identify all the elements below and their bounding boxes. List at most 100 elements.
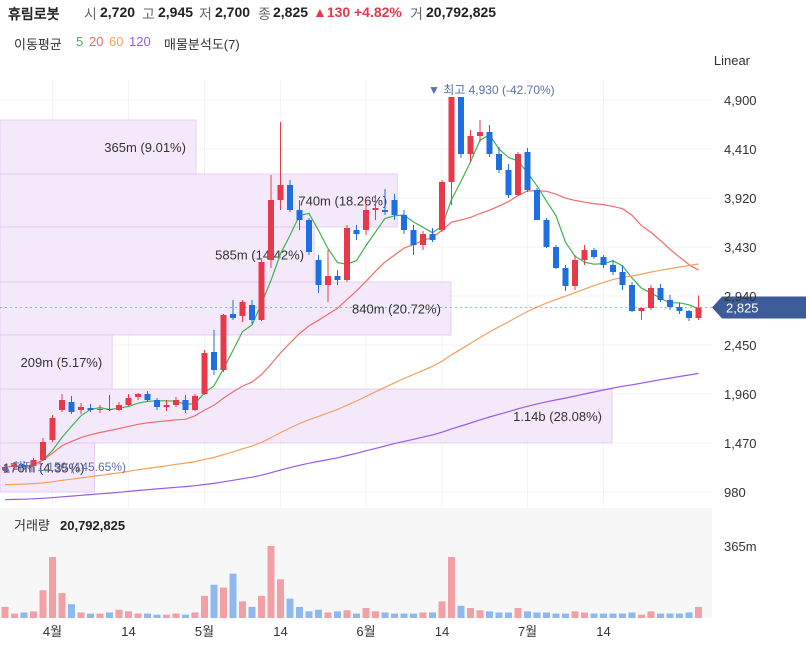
- volume-bar: [305, 611, 313, 618]
- volume-bar: [296, 606, 303, 618]
- volume-bar: [248, 606, 256, 618]
- current-price-value: 2,825: [726, 301, 759, 316]
- candle-body: [676, 307, 683, 311]
- candle-body: [287, 185, 293, 210]
- candle-body: [258, 262, 265, 320]
- candle-body: [401, 215, 407, 230]
- volume-profile-bar: [0, 173, 398, 228]
- volume-bar: [514, 608, 522, 618]
- candle-body: [315, 260, 322, 285]
- volume-panel-value: 20,792,825: [60, 518, 125, 533]
- volume-profile-label[interactable]: 매물분석도(7): [164, 37, 240, 52]
- volume-bar: [1, 606, 9, 618]
- volume-bar: [590, 613, 598, 618]
- low-value: 2,700: [215, 4, 251, 20]
- volume-bar: [96, 613, 104, 618]
- volume-bar: [210, 584, 218, 618]
- ma-label[interactable]: 이동평균: [14, 37, 62, 52]
- volume-bar: [647, 611, 655, 618]
- volume-bar: [467, 608, 474, 618]
- volume-panel-bg: [0, 508, 712, 618]
- volume-bar: [391, 613, 398, 618]
- volume-bar: [619, 613, 626, 618]
- x-tick-label: 14: [121, 624, 135, 639]
- candle-body: [135, 394, 141, 397]
- volume-bar: [476, 610, 484, 618]
- candle-body: [239, 302, 246, 316]
- scale-mode-button[interactable]: Linear: [713, 53, 750, 68]
- high-annotation: ▼ 최고 4,930 (-42.70%): [428, 83, 555, 97]
- candle-body: [21, 465, 27, 467]
- volume-profile-label: 585m (14.42%): [215, 248, 304, 263]
- candle-body: [163, 405, 170, 407]
- x-tick-label: 14: [273, 624, 287, 639]
- volume-bar: [419, 612, 427, 618]
- candle-body: [496, 154, 502, 170]
- volume-profile-label: 365m (9.01%): [104, 140, 186, 155]
- volume-bar: [381, 612, 389, 618]
- volume-bar: [372, 611, 379, 618]
- candle-body: [344, 228, 350, 280]
- ma5-line: [4, 133, 699, 468]
- candle-body: [325, 276, 331, 285]
- ma120-label[interactable]: 120: [129, 34, 151, 49]
- candle-body: [87, 408, 94, 410]
- volume-profile-label: 740m (18.26%): [298, 194, 387, 209]
- volume-bar: [695, 606, 702, 618]
- ma20-label[interactable]: 20: [89, 34, 104, 49]
- volume-bar: [267, 546, 275, 618]
- volume-profile-bar: [0, 226, 315, 283]
- x-tick-label: 6월: [356, 624, 375, 639]
- volume-panel-label: 거래량: [14, 518, 50, 533]
- volume-bar: [324, 612, 332, 618]
- candle-body: [49, 418, 56, 440]
- volume-bar: [533, 612, 541, 618]
- candle-body: [657, 288, 664, 300]
- x-tick-label: 14: [596, 624, 610, 639]
- volume-bar: [581, 612, 588, 618]
- volume-bar: [77, 612, 85, 618]
- candle-body: [467, 136, 474, 154]
- candle-body: [439, 182, 445, 230]
- volume-bar: [125, 611, 132, 618]
- volume-bar: [353, 613, 360, 618]
- ma60-label[interactable]: 60: [109, 34, 124, 49]
- volume-bar: [343, 610, 351, 618]
- candle-body: [420, 234, 426, 245]
- volume-profile-label: 209m (5.17%): [21, 355, 103, 370]
- candle-body: [562, 268, 569, 286]
- volume-bar: [486, 611, 493, 618]
- candle-body: [363, 210, 369, 230]
- candle-body: [686, 311, 692, 318]
- volume-bar: [657, 613, 664, 618]
- volume-profile-bar: [0, 388, 613, 444]
- candle-body: [296, 210, 303, 220]
- volume-profile-label: 840m (20.72%): [352, 302, 441, 317]
- close-value: 2,825: [273, 4, 309, 20]
- volume-bar: [524, 611, 531, 618]
- candle-body: [524, 152, 531, 190]
- candle-body: [477, 132, 483, 136]
- volume-bar: [11, 613, 18, 618]
- candle-body: [211, 352, 217, 370]
- ma5-label[interactable]: 5: [76, 34, 84, 49]
- volume-profile-bar: [0, 334, 113, 390]
- candle-body: [268, 200, 274, 260]
- change-value: ▲130: [313, 4, 351, 20]
- volume-bar: [638, 614, 645, 618]
- candle-body: [458, 97, 464, 154]
- volume-bar: [182, 614, 189, 618]
- candle-body: [173, 400, 179, 405]
- close-label: 종: [258, 6, 271, 22]
- y-tick-label: 3,920: [724, 191, 757, 206]
- low-annotation: ▲최저 1,150 (145.65%): [0, 460, 126, 474]
- candle-body: [610, 265, 616, 272]
- volume-bar: [239, 601, 246, 618]
- volume-bar: [201, 595, 208, 618]
- volume-bar: [410, 613, 417, 618]
- volume-bar: [220, 587, 227, 618]
- change-pct: +4.82%: [354, 4, 402, 20]
- volume-bar: [163, 614, 170, 618]
- candle-body: [382, 210, 388, 212]
